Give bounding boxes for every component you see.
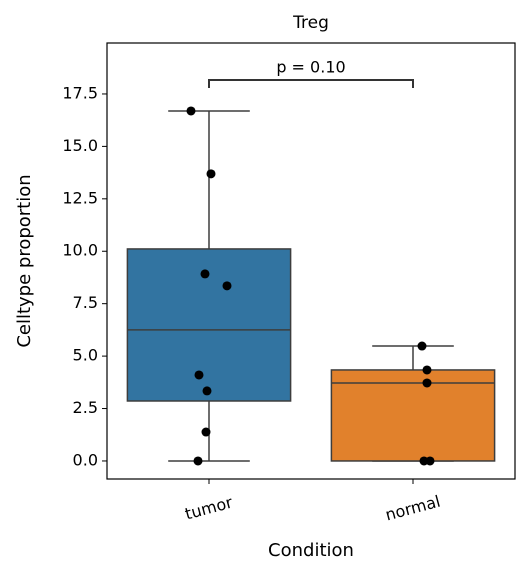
point xyxy=(194,370,204,380)
point xyxy=(200,269,210,279)
point xyxy=(201,427,211,437)
box xyxy=(330,369,496,462)
y-tick-label: 2.5 xyxy=(73,398,98,417)
point xyxy=(422,378,432,388)
point xyxy=(425,456,435,466)
point xyxy=(222,281,232,291)
plot-frame xyxy=(106,42,516,480)
point xyxy=(422,365,432,375)
point xyxy=(202,386,212,396)
y-tick-label: 7.5 xyxy=(73,293,98,312)
significance-bracket xyxy=(208,79,414,88)
x-tick-label: tumor xyxy=(183,492,235,523)
point xyxy=(206,169,216,179)
point xyxy=(417,341,427,351)
y-axis-label: Celltype proportion xyxy=(14,174,35,347)
y-tick-label: 12.5 xyxy=(62,188,98,207)
y-tick-label: 17.5 xyxy=(62,83,98,102)
point xyxy=(186,106,196,116)
y-tick-label: 5.0 xyxy=(73,346,98,365)
y-tick-label: 15.0 xyxy=(62,136,98,155)
y-tick-label: 0.0 xyxy=(73,450,98,469)
x-axis-label: Condition xyxy=(268,540,354,561)
box xyxy=(126,248,292,402)
y-tick-label: 10.0 xyxy=(62,241,98,260)
chart-title: Treg xyxy=(292,13,329,33)
point xyxy=(193,456,203,466)
annotation: p = 0.10 xyxy=(276,58,345,77)
x-tick-label: normal xyxy=(383,492,442,525)
